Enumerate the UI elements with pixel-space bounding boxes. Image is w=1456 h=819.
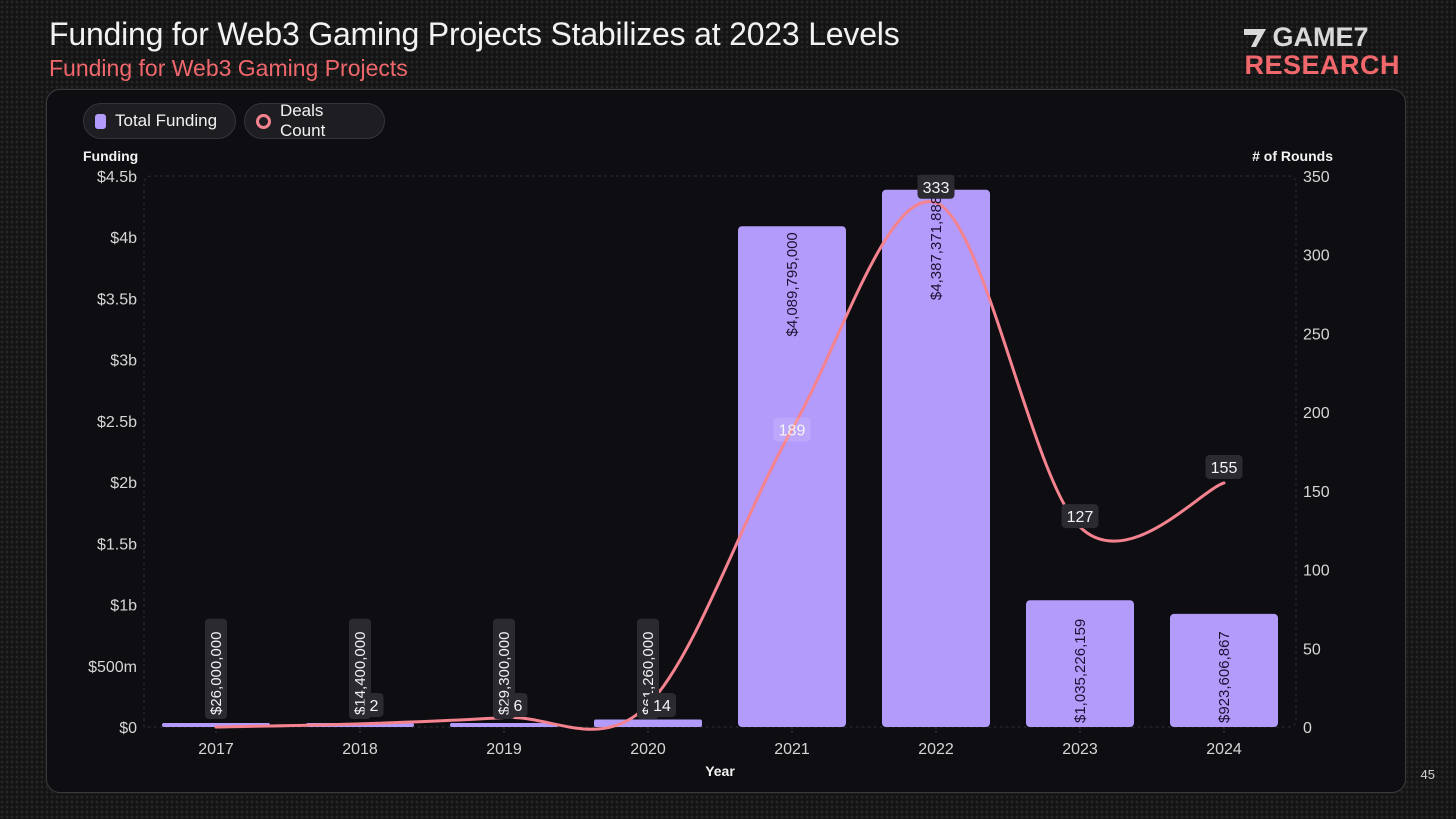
bar-value-label-bg: [205, 618, 227, 719]
x-tick-label: 2019: [486, 741, 522, 758]
x-tick-label: 2024: [1206, 741, 1242, 758]
y2-tick-label: 350: [1303, 169, 1330, 186]
y-tick-label: $4.5b: [97, 169, 137, 186]
line-value-label: 14: [653, 698, 671, 715]
bar-value-label: $923,606,867: [1216, 631, 1233, 723]
line-value-label: 2: [370, 698, 379, 715]
bar-value-label-group: $29,300,000: [493, 618, 515, 719]
x-tick-label: 2022: [918, 741, 954, 758]
bar-value-label-group: $26,000,000: [205, 618, 227, 719]
y-tick-label: $500m: [88, 659, 137, 676]
logo-text-research: RESEARCH: [1244, 50, 1400, 80]
right-axis-title: # of Rounds: [1252, 148, 1333, 164]
line-value-label-group: 14: [648, 693, 676, 717]
bar-value-label-group: $14,400,000: [349, 618, 371, 719]
plot-grid-frame: [143, 175, 1297, 728]
bar-value-label: $14,400,000: [352, 632, 369, 715]
bar-value-label: $29,300,000: [496, 632, 513, 715]
bar-total-funding: [1026, 600, 1134, 727]
line-value-label-bg: [1061, 504, 1099, 529]
x-tick-label: 2017: [198, 741, 234, 758]
line-value-label-bg: [508, 693, 528, 717]
bar-swatch-icon: [95, 113, 106, 129]
y2-tick-label: 100: [1303, 563, 1330, 580]
page-number: 45: [1420, 767, 1435, 782]
page-title: Funding for Web3 Gaming Projects Stabili…: [49, 16, 900, 52]
game7-logo-icon: [1244, 28, 1267, 47]
bar-value-label: $4,089,795,000: [784, 232, 801, 336]
y2-tick-label: 200: [1303, 405, 1330, 422]
y2-tick-label: 250: [1303, 326, 1330, 343]
line-value-label-group: 333: [917, 174, 955, 199]
line-value-label-group: 2: [364, 693, 384, 717]
bar-value-label-group: $4,089,795,000: [784, 232, 801, 336]
line-value-label: 333: [923, 180, 950, 197]
bar-value-label-bg: [493, 618, 515, 719]
bar-value-label-group: $923,606,867: [1216, 631, 1233, 723]
line-value-label-bg: [1205, 454, 1243, 479]
x-tick-label: 2018: [342, 741, 378, 758]
line-value-label-group: 6: [508, 693, 528, 717]
line-value-label: 127: [1067, 509, 1094, 526]
line-value-label-group: 189: [773, 417, 811, 442]
y-tick-label: $1b: [110, 598, 137, 615]
line-value-label-bg: [648, 693, 676, 717]
x-tick-label: 2020: [630, 741, 666, 758]
logo-text-game7: GAME7: [1272, 22, 1369, 52]
bar-value-label: $26,000,000: [208, 632, 225, 715]
left-axis-title: Funding: [83, 148, 139, 164]
bar-total-funding: [450, 723, 558, 727]
line-deals-count: [214, 200, 1226, 731]
y-tick-label: $4b: [110, 230, 137, 247]
x-tick-label: 2023: [1062, 741, 1098, 758]
y-tick-label: $3.5b: [97, 291, 137, 308]
line-value-label-group: 127: [1061, 504, 1099, 529]
line-value-label-bg: [917, 174, 955, 199]
legend-label: Deals Count: [279, 101, 326, 140]
game7-research-logo: GAME7 RESEARCH: [1244, 24, 1400, 79]
page-subtitle: Funding for Web3 Gaming Projects: [49, 55, 408, 81]
bar-total-funding: [1170, 613, 1278, 727]
y-tick-label: $3b: [110, 353, 137, 370]
bar-total-funding: [738, 226, 846, 727]
line-value-label: 6: [514, 698, 523, 715]
legend-label: Total Funding: [115, 111, 218, 130]
x-axis-title: Year: [705, 763, 735, 779]
line-value-label-bg: [773, 417, 811, 442]
y-tick-label: $2.5b: [97, 414, 137, 431]
x-tick-label: 2021: [774, 741, 810, 758]
y2-tick-label: 150: [1303, 484, 1330, 501]
y2-tick-label: 0: [1303, 720, 1312, 737]
y2-tick-label: 300: [1303, 248, 1330, 265]
legend-item-total-funding[interactable]: Total Funding: [83, 103, 236, 139]
bar-value-label-group: $1,035,226,159: [1072, 619, 1089, 723]
y-tick-label: $0: [119, 720, 137, 737]
bar-total-funding: [882, 189, 990, 728]
y-tick-label: $1.5b: [97, 536, 137, 553]
line-value-label-group: 155: [1205, 454, 1243, 479]
bar-value-label: $4,387,371,888: [928, 196, 945, 300]
line-value-label: 155: [1211, 460, 1238, 477]
bar-value-label-bg: [349, 618, 371, 719]
legend-item-deals-count[interactable]: Deals Count: [244, 101, 385, 140]
y2-tick-label: 50: [1303, 641, 1321, 658]
line-value-label-bg: [364, 693, 384, 717]
ring-swatch-icon: [256, 113, 271, 129]
bar-value-label-group: $4,387,371,888: [928, 196, 945, 300]
line-value-label: 189: [779, 422, 806, 439]
bar-value-label: $1,035,226,159: [1072, 619, 1089, 723]
y-tick-label: $2b: [110, 475, 137, 492]
